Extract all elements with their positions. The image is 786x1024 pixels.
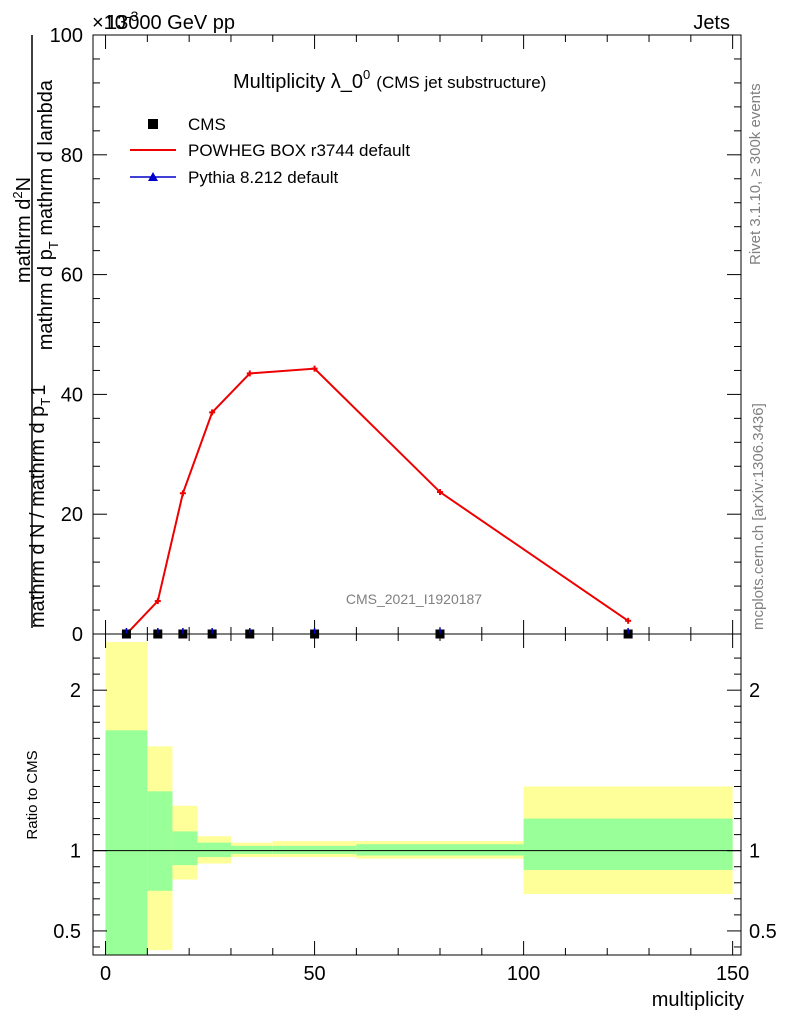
- y-prefactor-den: mathrm d N / mathrm d pT: [27, 398, 53, 628]
- y-tick-label: 20: [61, 504, 83, 526]
- y-tick-label: 100: [50, 25, 83, 47]
- x-tick-label: 50: [303, 963, 325, 985]
- ratio-y-tick-label: 1: [70, 841, 81, 863]
- legend-cms-marker: [148, 119, 158, 129]
- ratio-frame: [92, 633, 742, 956]
- ratio-y-tick-label: 0.5: [53, 921, 81, 943]
- svg-text:1: 1: [28, 384, 50, 395]
- watermark: CMS_2021_I1920187: [346, 591, 482, 607]
- green-band: [523, 818, 733, 870]
- ratio-y-label: Ratio to CMS: [24, 750, 41, 839]
- ratio-y-ticks: 0.5 0.5 1 1 2 2: [53, 657, 777, 948]
- y-den-label: mathrm d pT mathrm d lambda: [35, 79, 61, 350]
- ratio-bands: [93, 642, 741, 955]
- green-band: [356, 844, 524, 856]
- legend-pythia-label: Pythia 8.212 default: [188, 168, 339, 187]
- green-band: [172, 831, 198, 866]
- green-band: [105, 730, 148, 955]
- legend-powheg-label: POWHEG BOX r3744 default: [188, 141, 410, 160]
- y-tick-label: 40: [61, 384, 83, 406]
- x-tick-label: 100: [507, 963, 540, 985]
- rivet-label: Rivet 3.1.10, ≥ 300k events: [747, 83, 764, 265]
- powheg-line: [125, 367, 629, 635]
- green-band: [197, 842, 231, 858]
- ratio-y-tick-label-right: 2: [749, 680, 760, 702]
- y-tick-label: 80: [61, 145, 83, 167]
- x-axis-label: multiplicity: [652, 989, 744, 1011]
- header-right: Jets: [693, 12, 730, 34]
- main-x-ticks: [105, 35, 734, 634]
- mcplots-label: mcplots.cern.ch [arXiv:1306.3436]: [750, 403, 767, 630]
- ratio-y-tick-label-right: 0.5: [749, 921, 777, 943]
- green-band: [230, 845, 273, 854]
- green-band: [272, 845, 357, 854]
- header-left: 13000 GeV pp: [106, 12, 235, 34]
- y-axis-title: 1 mathrm d2N mathrm d pT mathrm d lambda…: [10, 35, 61, 628]
- green-band: [147, 791, 173, 891]
- ratio-x-ticks: 0 50 100 150: [100, 634, 749, 985]
- y-tick-label: 60: [61, 265, 83, 287]
- chart-title: Multiplicity λ_00 (CMS jet substructure): [233, 67, 546, 93]
- ratio-y-tick-label-right: 1: [749, 841, 760, 863]
- x-tick-label: 150: [716, 963, 749, 985]
- legend-cms-label: CMS: [188, 115, 226, 134]
- exponent-label: ×10-3: [92, 8, 139, 34]
- ratio-y-tick-label: 2: [70, 680, 81, 702]
- legend: CMS POWHEG BOX r3744 default Pythia 8.21…: [130, 115, 410, 187]
- legend-pythia-marker: [148, 172, 158, 181]
- x-tick-label: 0: [100, 963, 111, 985]
- y-num-label: mathrm d2N: [10, 177, 35, 283]
- y-tick-label: 0: [72, 624, 83, 646]
- main-y-ticks: 0 20 40 60 80 100: [50, 25, 741, 646]
